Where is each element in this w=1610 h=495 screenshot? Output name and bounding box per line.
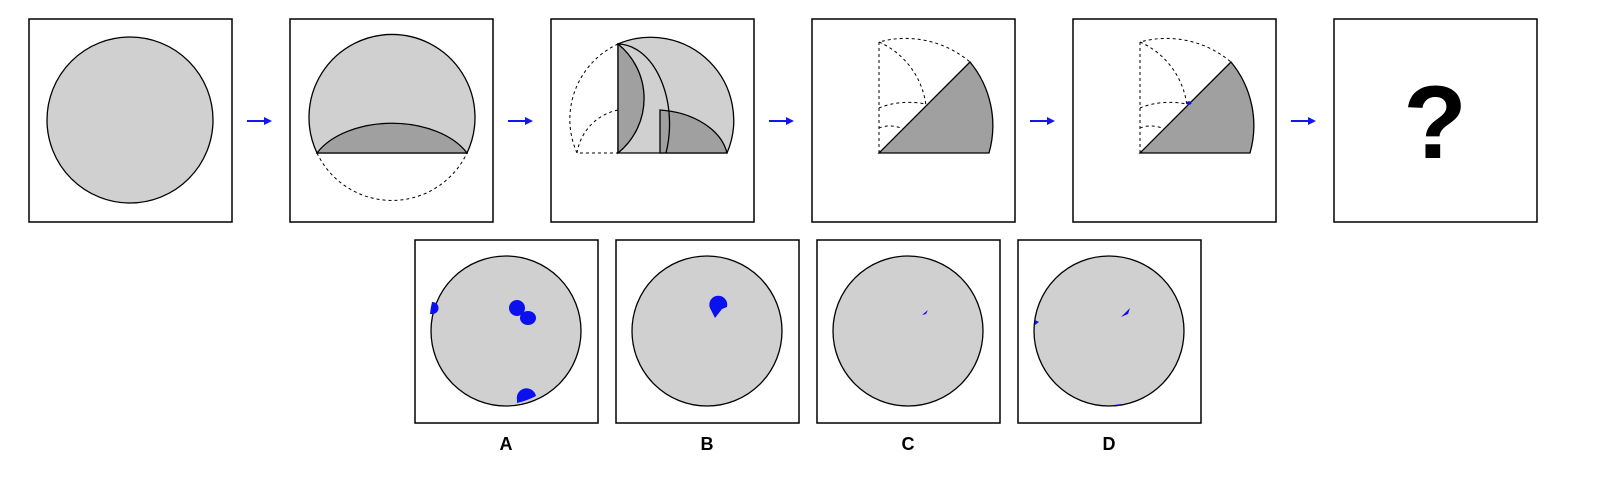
paper-top-part <box>308 33 476 154</box>
option-d-label: D <box>1103 434 1116 454</box>
hole <box>430 301 439 314</box>
dashed-inner-arc <box>576 109 619 154</box>
option-c[interactable]: C <box>816 239 1001 454</box>
flap-edge <box>617 43 671 154</box>
paper-circle <box>46 36 214 204</box>
dashed-arc-2 <box>878 101 927 109</box>
step-4-panel <box>811 18 1016 223</box>
hole <box>520 311 536 325</box>
folded-flap <box>315 122 469 154</box>
dashed-arc-1 <box>878 41 927 107</box>
option-b-paper <box>631 255 783 407</box>
folded-sector <box>877 61 994 154</box>
dashed-quarter-outline <box>878 37 971 153</box>
question-frame <box>1333 18 1538 223</box>
option-a-paper <box>430 255 582 407</box>
dashed-arc-1 <box>1139 41 1188 107</box>
hole <box>1114 404 1121 406</box>
question-panel: ? <box>1333 18 1538 223</box>
dashed-fold-outline <box>316 152 468 201</box>
dashed-left-outline <box>569 43 619 154</box>
hole <box>1121 308 1130 317</box>
option-b-label: B <box>701 434 714 454</box>
hole <box>516 388 536 403</box>
option-c-paper <box>832 255 984 407</box>
hole <box>1035 320 1039 325</box>
punched-hole <box>1186 101 1192 105</box>
option-d[interactable]: D <box>1017 239 1202 454</box>
question-mark: ? <box>1403 65 1467 181</box>
option-a-label: A <box>500 434 513 454</box>
previous-fold-region <box>659 109 728 154</box>
dashed-arc-2 <box>1139 101 1188 109</box>
step-2-panel <box>289 18 494 223</box>
option-b[interactable]: B <box>615 239 800 454</box>
step-3-panel <box>550 18 755 223</box>
option-a[interactable]: A <box>414 239 599 454</box>
option-c-label: C <box>902 434 915 454</box>
folded-sector <box>1138 61 1255 154</box>
dashed-quarter-outline <box>1139 37 1232 153</box>
hole <box>509 300 525 316</box>
step-1-panel <box>28 18 233 223</box>
folded-flap <box>617 42 645 155</box>
hole <box>709 295 728 318</box>
option-d-paper <box>1033 255 1185 407</box>
step-5-panel <box>1072 18 1277 223</box>
hole <box>922 310 928 315</box>
